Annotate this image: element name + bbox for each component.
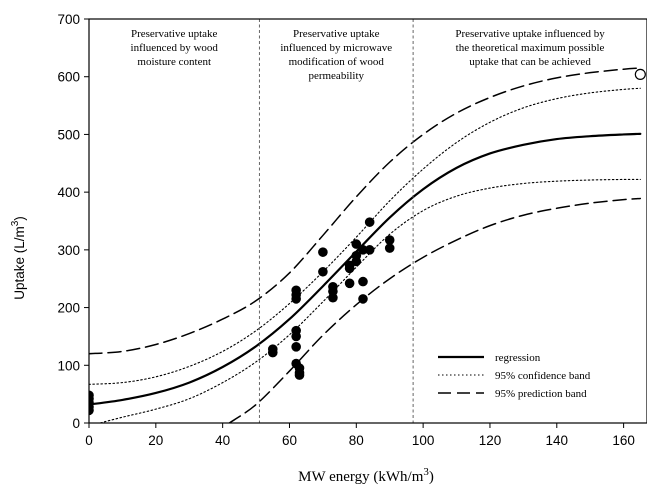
y-tick-label: 100: [57, 358, 80, 373]
data-point: [294, 370, 305, 380]
x-axis-label: MW energy (kWh/m3): [298, 466, 434, 485]
legend: regression 95% confidence band 95% predict…: [438, 352, 591, 400]
data-point: [358, 294, 368, 304]
y-tick-label: 400: [57, 185, 80, 200]
x-axis-ticks: 0 20 40 60 80 100 120 140 160: [85, 423, 635, 448]
data-point: [364, 217, 375, 227]
y-axis-ticks: 0 100 200 300 400 500 600 700: [57, 12, 89, 431]
data-point: [358, 245, 368, 255]
x-tick-label: 160: [612, 433, 635, 448]
region-annotation-line: influenced by microwave: [280, 42, 392, 54]
95-prediction-band-lower-line: [228, 197, 642, 423]
x-tick-label: 0: [85, 433, 93, 448]
95-prediction-band-upper-line: [89, 67, 642, 355]
data-point: [291, 331, 301, 342]
data-point: [351, 239, 362, 249]
data-point: [267, 347, 278, 358]
outlier-point: [634, 68, 646, 81]
region-lines: [258, 19, 414, 423]
region-annotation-line: influenced by wood: [131, 42, 219, 54]
y-axis-label: Uptake (L/m3): [10, 216, 27, 300]
data-points: [89, 68, 646, 416]
data-point: [318, 266, 328, 277]
data-point: [344, 278, 355, 289]
data-point: [384, 243, 395, 253]
x-tick-label: 120: [479, 433, 502, 448]
region-annotation-line: permeability: [308, 70, 364, 82]
y-tick-label: 700: [57, 12, 80, 27]
data-point: [291, 294, 301, 304]
data-point: [351, 256, 362, 267]
data-point: [358, 276, 368, 287]
x-tick-label: 140: [546, 433, 569, 448]
region-annotation-line: modification of wood: [289, 56, 385, 68]
y-tick-label: 300: [57, 243, 80, 258]
data-point: [318, 247, 328, 257]
y-tick-label: 0: [72, 416, 80, 431]
region-annotation-line: Preservative uptake influenced by: [455, 28, 605, 40]
x-tick-label: 60: [282, 433, 297, 448]
regression-line: [89, 132, 642, 406]
data-point: [89, 405, 94, 416]
y-tick-label: 600: [57, 70, 80, 85]
data-point: [364, 245, 375, 255]
data-point: [328, 292, 338, 303]
plot-frame: [88, 18, 647, 424]
data-point: [384, 235, 395, 245]
y-tick-label: 200: [57, 301, 80, 316]
region-annotation-line: moisture content: [137, 56, 211, 68]
x-tick-label: 40: [215, 433, 230, 448]
region-annotation-line: Preservative uptake: [293, 28, 380, 40]
region-annotation-line: the theoretical maximum possible: [456, 42, 605, 54]
x-tick-label: 80: [349, 433, 364, 448]
y-tick-label: 500: [57, 127, 80, 142]
95-confidence-band-lower-line: [97, 178, 641, 423]
data-point: [291, 342, 301, 352]
legend-label: 95% confidence band: [495, 370, 591, 382]
legend-label: regression: [495, 352, 541, 364]
x-tick-label: 100: [412, 433, 435, 448]
region-annotation-line: Preservative uptake: [131, 28, 218, 40]
region-annotation-line: uptake that can be achieved: [469, 56, 591, 68]
x-tick-label: 20: [148, 433, 163, 448]
region-annotations: Preservative uptake influenced by wood moi…: [131, 28, 606, 82]
legend-label: 95% prediction band: [495, 388, 587, 400]
data-point: [344, 263, 355, 274]
